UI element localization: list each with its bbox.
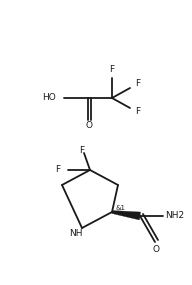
Text: F: F xyxy=(135,107,140,117)
Text: O: O xyxy=(152,245,160,253)
Text: F: F xyxy=(135,80,140,89)
Text: F: F xyxy=(109,66,115,74)
Polygon shape xyxy=(112,211,141,220)
Text: NH: NH xyxy=(69,229,83,239)
Text: NH2: NH2 xyxy=(165,211,184,221)
Text: O: O xyxy=(85,121,93,129)
Text: F: F xyxy=(79,146,84,155)
Text: &1: &1 xyxy=(116,205,126,211)
Text: HO: HO xyxy=(42,93,56,103)
Text: F: F xyxy=(55,166,60,174)
